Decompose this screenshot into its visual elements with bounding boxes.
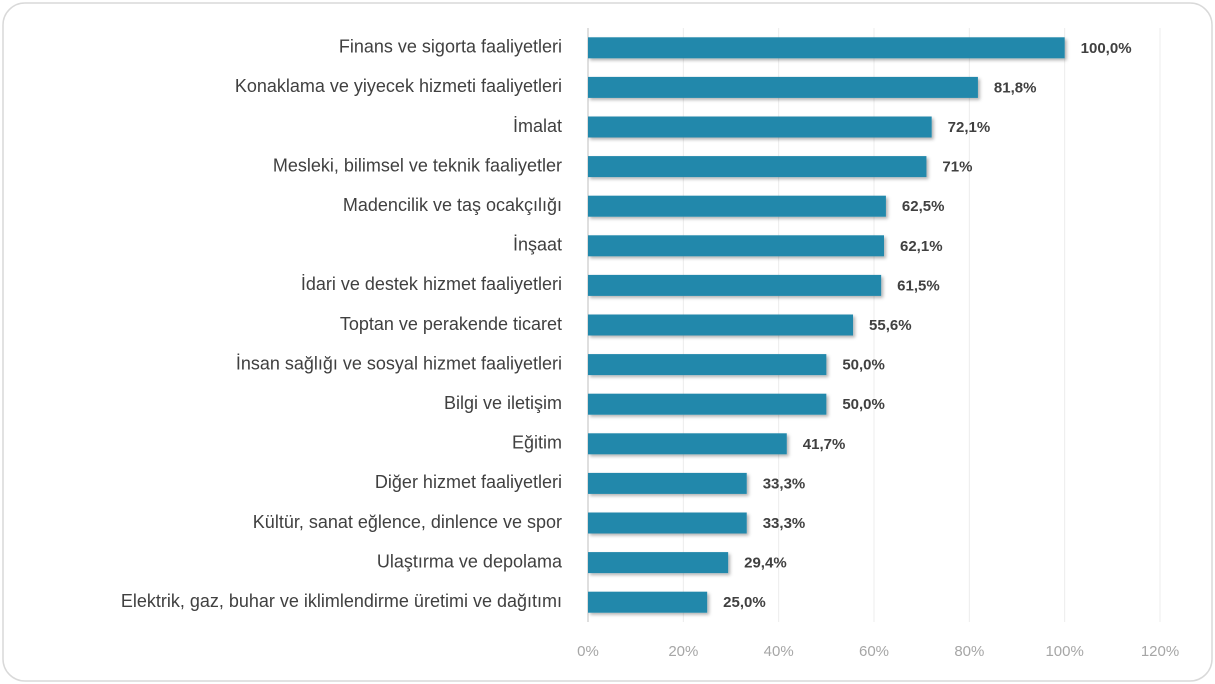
value-label: 62,5% <box>902 198 945 215</box>
value-label: 81,8% <box>994 79 1037 96</box>
value-label: 25,0% <box>723 594 766 611</box>
bar <box>588 512 747 534</box>
y-tick-label: İdari ve destek hizmet faaliyetleri <box>301 274 562 294</box>
value-label: 61,5% <box>897 277 940 294</box>
x-tick-label: 120% <box>1141 643 1179 660</box>
x-tick-label: 20% <box>668 643 698 660</box>
value-label: 41,7% <box>803 436 846 453</box>
bar <box>588 314 854 336</box>
value-label: 72,1% <box>948 119 991 136</box>
bar <box>588 235 885 257</box>
bar <box>588 472 747 494</box>
bar <box>588 393 827 415</box>
y-tick-label: İmalat <box>513 116 562 136</box>
y-tick-label: Elektrik, gaz, buhar ve iklimlendirme ür… <box>121 591 562 611</box>
x-tick-label: 80% <box>954 643 984 660</box>
bar <box>588 591 708 613</box>
bar <box>588 76 978 98</box>
value-label: 100,0% <box>1081 40 1132 57</box>
y-tick-label: Finans ve sigorta faaliyetleri <box>339 37 562 57</box>
bar <box>588 433 787 455</box>
x-tick-label: 0% <box>577 643 599 660</box>
bar <box>588 354 827 376</box>
y-tick-label: Mesleki, bilimsel ve teknik faaliyetler <box>273 155 562 175</box>
bar <box>588 156 927 178</box>
value-label: 62,1% <box>900 238 943 255</box>
value-label: 33,3% <box>763 515 806 532</box>
x-tick-label: 100% <box>1045 643 1083 660</box>
y-tick-label: Diğer hizmet faaliyetleri <box>375 472 562 492</box>
y-tick-label: Madencilik ve taş ocakçılığı <box>343 195 562 215</box>
bar <box>588 274 882 296</box>
value-label: 33,3% <box>763 475 806 492</box>
value-label: 50,0% <box>842 396 885 413</box>
y-tick-label: Ulaştırma ve depolama <box>377 551 563 571</box>
value-label: 55,6% <box>869 317 912 334</box>
x-tick-label: 40% <box>764 643 794 660</box>
bar <box>588 116 932 138</box>
y-tick-label: Konaklama ve yiyecek hizmeti faaliyetler… <box>235 76 562 96</box>
value-label: 29,4% <box>744 555 787 572</box>
y-tick-label: İnşaat <box>513 235 562 255</box>
y-tick-label: İnsan sağlığı ve sosyal hizmet faaliyetl… <box>236 353 562 373</box>
bar <box>588 195 886 217</box>
bar <box>588 552 729 574</box>
x-tick-label: 60% <box>859 643 889 660</box>
y-tick-label: Bilgi ve iletişim <box>444 393 562 413</box>
y-tick-label: Toptan ve perakende ticaret <box>340 314 562 334</box>
y-tick-label: Eğitim <box>512 433 562 453</box>
y-tick-label: Kültür, sanat eğlence, dinlence ve spor <box>253 512 562 532</box>
value-label: 50,0% <box>842 357 885 374</box>
bar <box>588 37 1065 59</box>
value-label: 71% <box>942 159 972 176</box>
